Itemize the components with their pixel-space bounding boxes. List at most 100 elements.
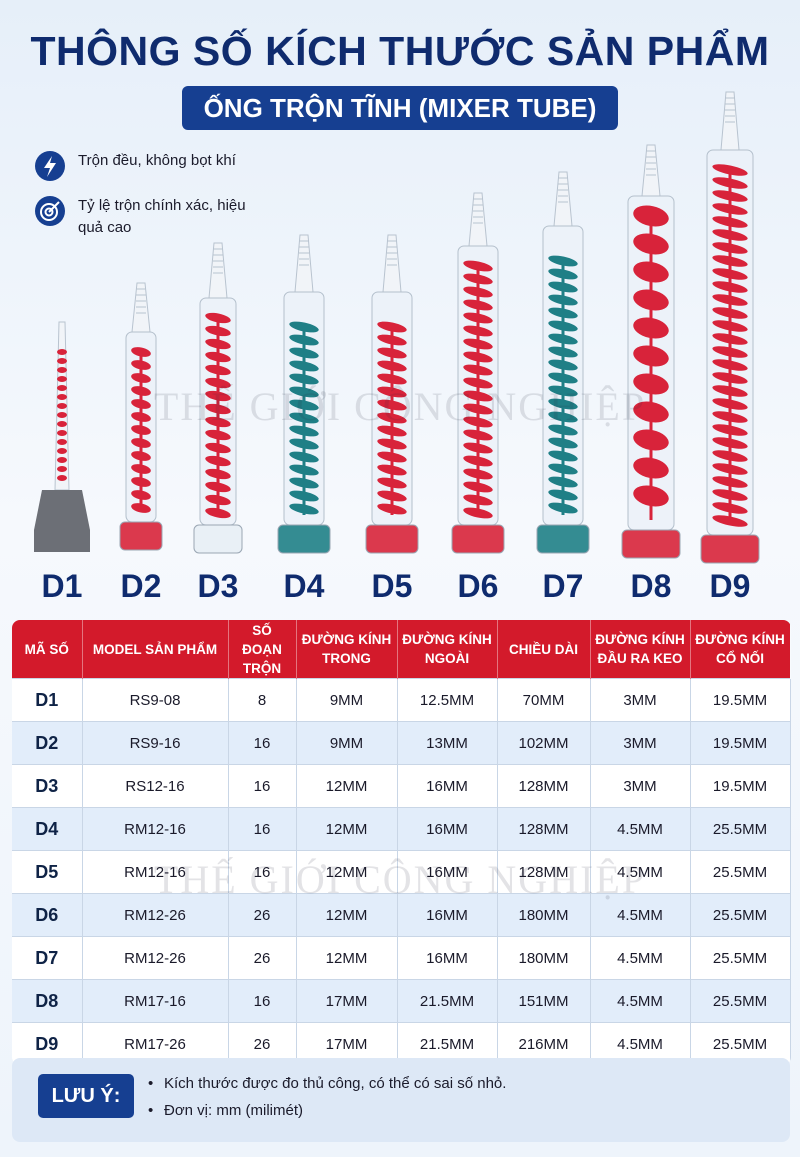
table-cell: 25.5MM — [690, 936, 791, 980]
tube-base — [451, 524, 505, 554]
table-cell: 3MM — [590, 764, 691, 808]
table-cell: 16 — [228, 807, 297, 851]
table-cell: RM12-16 — [82, 850, 229, 894]
table-cell: RS12-16 — [82, 764, 229, 808]
mixer-element — [57, 448, 67, 454]
table-cell: 151MM — [497, 979, 591, 1023]
tube-base — [277, 524, 331, 554]
column-header: ĐƯỜNG KÍNH ĐẦU RA KEO — [590, 620, 691, 679]
tube-base — [365, 524, 419, 554]
table-cell: 3MM — [590, 721, 691, 765]
table-row: D7 RM12-26 26 12MM 16MM 180MM 4.5MM 25.5MM — [12, 936, 791, 980]
mixer-element — [57, 430, 67, 436]
row-code: D4 — [12, 807, 83, 851]
table-cell: 9MM — [296, 678, 398, 722]
table-cell: 26 — [228, 1022, 297, 1065]
table-cell: 128MM — [497, 807, 591, 851]
icon-lightning — [35, 151, 65, 181]
table-cell: 180MM — [497, 936, 591, 980]
table-row: D5 RM12-16 16 12MM 16MM 128MM 4.5MM 25.5MM — [12, 850, 791, 894]
row-code: D1 — [12, 678, 83, 722]
note-item: Đơn vị: mm (milimét) — [148, 1102, 303, 1119]
mixer-element — [57, 466, 67, 472]
tube-nozzle — [553, 171, 573, 227]
table-cell: 216MM — [497, 1022, 591, 1065]
table-row: D6 RM12-26 26 12MM 16MM 180MM 4.5MM 25.5MM — [12, 893, 791, 937]
table-cell: 25.5MM — [690, 893, 791, 937]
table-cell: 19.5MM — [690, 721, 791, 765]
tube-nozzle — [382, 234, 402, 293]
mixer-element — [57, 403, 67, 409]
table-cell: 25.5MM — [690, 850, 791, 894]
table-cell: RM17-26 — [82, 1022, 229, 1065]
mixer-element — [57, 385, 67, 391]
product-label: D1 — [42, 568, 83, 604]
tube-base — [700, 534, 760, 564]
table-cell: 16MM — [397, 850, 498, 894]
table-cell: 180MM — [497, 893, 591, 937]
table-cell: 128MM — [497, 850, 591, 894]
table-cell: 16MM — [397, 936, 498, 980]
column-header: ĐƯỜNG KÍNH NGOÀI — [397, 620, 498, 679]
table-cell: 17MM — [296, 1022, 398, 1065]
table-cell: 12MM — [296, 807, 398, 851]
mixer-element — [57, 349, 67, 355]
note-box: LƯU Ý: Kích thước được đo thủ công, có t… — [12, 1058, 790, 1142]
table-cell: RS9-16 — [82, 721, 229, 765]
table-cell: 128MM — [497, 764, 591, 808]
row-code: D6 — [12, 893, 83, 937]
tube-base — [621, 529, 681, 559]
table-cell: 26 — [228, 893, 297, 937]
table-cell: 4.5MM — [590, 1022, 691, 1065]
table-cell: 4.5MM — [590, 807, 691, 851]
column-header: SỐ ĐOẠN TRỘN — [228, 620, 297, 679]
table-cell: 16 — [228, 764, 297, 808]
product-label: D8 — [631, 568, 672, 604]
table-cell: 12MM — [296, 764, 398, 808]
mixer-element — [57, 394, 67, 400]
table-cell: RM12-26 — [82, 936, 229, 980]
table-row: D3 RS12-16 16 12MM 16MM 128MM 3MM 19.5MM — [12, 764, 791, 808]
feature: Trộn đều, không bọt khí — [34, 150, 258, 182]
table-cell: 19.5MM — [690, 678, 791, 722]
tube-nozzle — [294, 234, 314, 293]
table-cell: 12MM — [296, 850, 398, 894]
table-cell: 19.5MM — [690, 764, 791, 808]
product-label: D4 — [284, 568, 325, 604]
table-cell: 26 — [228, 936, 297, 980]
mixer-element — [57, 421, 67, 427]
mixer-element — [57, 439, 67, 445]
table-row: D1 RS9-08 8 9MM 12.5MM 70MM 3MM 19.5MM — [12, 678, 791, 722]
row-code: D5 — [12, 850, 83, 894]
tube-base — [119, 521, 163, 551]
table-cell: 21.5MM — [397, 979, 498, 1023]
table-cell: 16MM — [397, 764, 498, 808]
header-row: MÃ SỐ MODEL SẢN PHẨM SỐ ĐOẠN TRỘN ĐƯỜNG KÍN… — [12, 620, 791, 679]
mixer-element — [57, 475, 67, 481]
feature: Tỷ lệ trộn chính xác, hiệu quả cao — [34, 195, 258, 239]
table-cell: 70MM — [497, 678, 591, 722]
table-row: D2 RS9-16 16 9MM 13MM 102MM 3MM 19.5MM — [12, 721, 791, 765]
mixer-element — [57, 412, 67, 418]
tube-nozzle — [720, 91, 740, 151]
table-row: D8 RM17-16 16 17MM 21.5MM 151MM 4.5MM 25.5MM — [12, 979, 791, 1023]
table-cell: 16 — [228, 979, 297, 1023]
table-cell: 8 — [228, 678, 297, 722]
table-row: D9 RM17-26 26 17MM 21.5MM 216MM 4.5MM 25.5MM — [12, 1022, 791, 1065]
subtitle: ỐNG TRỘN TĨNH (MIXER TUBE) — [182, 86, 618, 130]
row-code: D7 — [12, 936, 83, 980]
product-label: D3 — [198, 568, 239, 604]
table-cell: 12.5MM — [397, 678, 498, 722]
mixer-element — [57, 367, 67, 373]
row-code: D2 — [12, 721, 83, 765]
table-cell: 12MM — [296, 893, 398, 937]
icon-target — [35, 196, 65, 226]
column-header: MÃ SỐ — [12, 620, 83, 679]
product-label: D9 — [710, 568, 751, 604]
product-label: D5 — [372, 568, 413, 604]
row-code: D9 — [12, 1022, 83, 1065]
table-cell: 13MM — [397, 721, 498, 765]
title: THÔNG SỐ KÍCH THƯỚC SẢN PHẨM — [30, 28, 770, 74]
table-cell: 4.5MM — [590, 936, 691, 980]
table-cell: 25.5MM — [690, 807, 791, 851]
